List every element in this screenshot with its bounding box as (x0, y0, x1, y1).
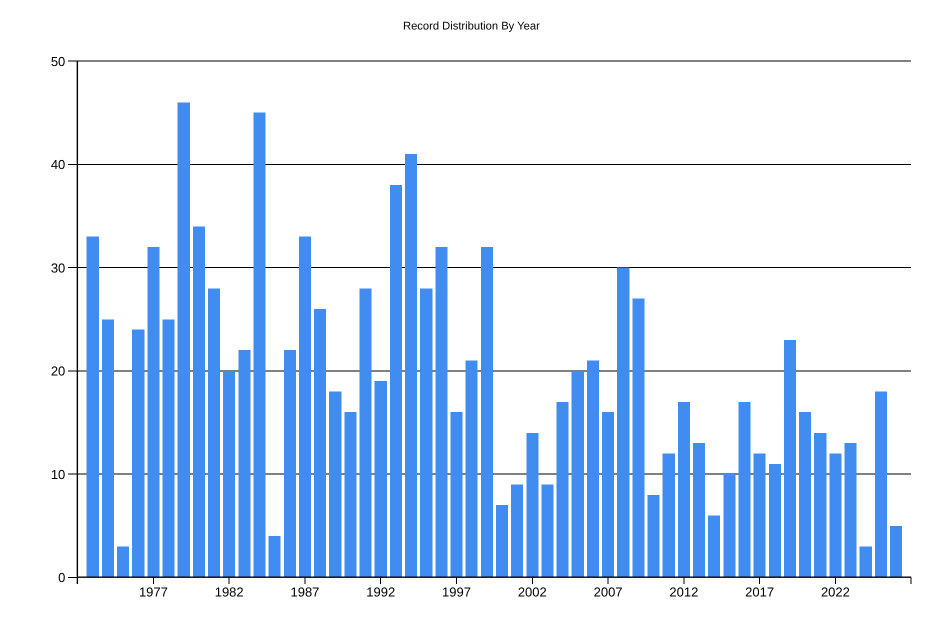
svg-text:40: 40 (51, 157, 65, 172)
svg-text:Record Distribution By Year: Record Distribution By Year (403, 20, 540, 32)
svg-text:2017: 2017 (745, 585, 774, 600)
svg-text:1977: 1977 (139, 585, 168, 600)
svg-text:1987: 1987 (290, 585, 319, 600)
svg-text:50: 50 (51, 54, 65, 69)
svg-text:1997: 1997 (442, 585, 471, 600)
svg-text:0: 0 (58, 570, 65, 585)
svg-text:2012: 2012 (669, 585, 698, 600)
svg-text:1992: 1992 (366, 585, 395, 600)
svg-text:20: 20 (51, 364, 65, 379)
svg-text:10: 10 (51, 467, 65, 482)
svg-text:2002: 2002 (518, 585, 547, 600)
svg-text:2022: 2022 (821, 585, 850, 600)
svg-text:2007: 2007 (594, 585, 623, 600)
svg-text:1982: 1982 (215, 585, 244, 600)
svg-text:30: 30 (51, 260, 65, 275)
